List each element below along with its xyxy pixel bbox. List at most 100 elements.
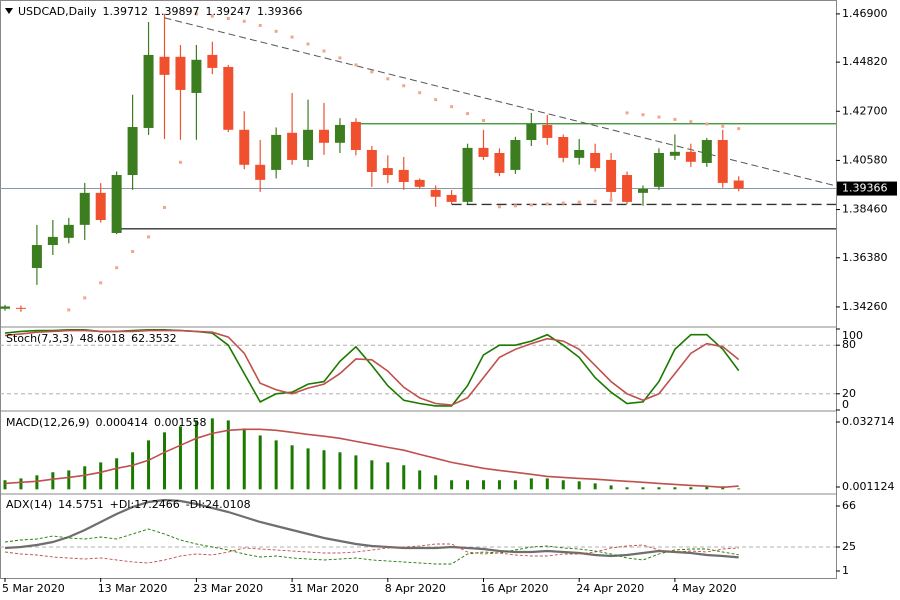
sar-dot (434, 98, 438, 102)
candle-body (239, 129, 250, 165)
histogram-bar (51, 472, 55, 490)
y-tick-label: 80 (842, 338, 856, 351)
y-tick-label: 1.34260 (842, 300, 888, 313)
candle-body (446, 194, 457, 202)
candle-body (574, 149, 585, 158)
candle-body (31, 245, 42, 268)
current-price-label: 1.39366 (842, 182, 888, 195)
sar-dot (115, 266, 119, 270)
y-tick-label: 1.42700 (842, 104, 888, 117)
histogram-bar (338, 452, 342, 490)
candle-body (47, 236, 58, 246)
x-tick-label: 8 Apr 2020 (385, 582, 446, 595)
candle-body (95, 192, 106, 220)
sar-dot (545, 202, 549, 206)
sar-dot (673, 117, 677, 121)
candle-body (63, 224, 74, 238)
y-tick-label: 1.38460 (842, 203, 888, 216)
sar-dot (131, 250, 135, 254)
histogram-bar (386, 462, 390, 490)
sar-dot (274, 29, 278, 33)
candle-body (430, 189, 441, 197)
histogram-bar (83, 466, 87, 490)
candle-body (701, 140, 712, 163)
candle-body (590, 152, 601, 169)
histogram-bar (689, 487, 693, 490)
histogram-bar (450, 480, 454, 490)
candle-body (175, 56, 186, 90)
candle-body (638, 188, 648, 193)
histogram-bar (466, 480, 470, 490)
header-part: ADX(14) (6, 498, 52, 511)
y-tick-label: 20 (842, 387, 856, 400)
histogram-bar (705, 486, 709, 490)
candle-body (111, 175, 122, 233)
y-tick-label: 1.44820 (842, 55, 888, 68)
sar-dot (322, 49, 326, 53)
sar-dot (147, 235, 151, 239)
sar-dot (386, 77, 390, 81)
menu-triangle[interactable] (5, 8, 13, 14)
histogram-bar (418, 470, 422, 490)
sar-dot (593, 199, 597, 203)
y-tick-label: 25 (842, 540, 856, 553)
header-part: 0.001558 (154, 416, 207, 429)
sar-dot (721, 124, 725, 128)
histogram-bar (163, 432, 166, 490)
sar-dot (561, 201, 565, 205)
header-part: 24.0108 (205, 498, 251, 511)
histogram-bar (354, 455, 358, 490)
candle-body (0, 306, 10, 309)
header-part: 17.2466 (134, 498, 180, 511)
x-tick-label: 5 Mar 2020 (2, 582, 65, 595)
histogram-bar (545, 478, 549, 490)
header-part: 0.000414 (96, 416, 149, 429)
candle-body (79, 192, 90, 225)
indicator-line (4, 528, 739, 565)
histogram-bar (210, 418, 214, 490)
candle-body (382, 168, 393, 176)
histogram-bar (641, 487, 645, 490)
indicator-line (4, 543, 739, 564)
sar-dot (370, 70, 374, 74)
histogram-bar (67, 470, 71, 490)
sar-dot (641, 113, 645, 117)
sar-dot (306, 42, 310, 46)
candle-body (558, 136, 569, 158)
histogram-bar (99, 462, 103, 490)
sar-dot (466, 112, 470, 116)
header-part: MACD(12,26,9) (6, 416, 90, 429)
sar-dot (258, 23, 262, 27)
histogram-bar (3, 480, 7, 490)
x-tick-label: 31 Mar 2020 (289, 582, 359, 595)
histogram-bar (274, 440, 278, 490)
histogram-bar (115, 458, 119, 490)
histogram-bar (529, 478, 533, 490)
sar-dot (290, 35, 294, 39)
x-tick-label: 13 Mar 2020 (98, 582, 168, 595)
histogram-bar (434, 475, 438, 490)
sar-dot (529, 203, 533, 207)
header-part: 48.6018 (80, 332, 126, 345)
y-tick-label: 66 (842, 499, 856, 512)
sar-dot (689, 120, 693, 124)
panel-header: USDCAD,Daily 1.39712 1.39897 1.39247 1.39366 (18, 5, 303, 18)
candle-body (207, 54, 218, 68)
x-tick-label: 4 May 2020 (672, 582, 737, 595)
plot-frame (0, 0, 837, 579)
sar-dot (226, 17, 230, 21)
histogram-bar (609, 485, 613, 490)
candle-body (303, 129, 314, 160)
price-label-box (837, 181, 897, 196)
candle-body (462, 147, 473, 202)
sar-dot (163, 205, 166, 209)
x-tick-label: 24 Apr 2020 (576, 582, 644, 595)
sar-dot (577, 200, 581, 204)
y-tick-label: 0.001124 (842, 480, 895, 493)
header-part: 1.39897 (154, 5, 200, 18)
histogram-bar (625, 487, 629, 490)
y-tick-label: 100 (842, 329, 863, 342)
histogram-bar (657, 487, 661, 490)
histogram-bar (178, 426, 182, 490)
sar-dot (242, 19, 246, 23)
